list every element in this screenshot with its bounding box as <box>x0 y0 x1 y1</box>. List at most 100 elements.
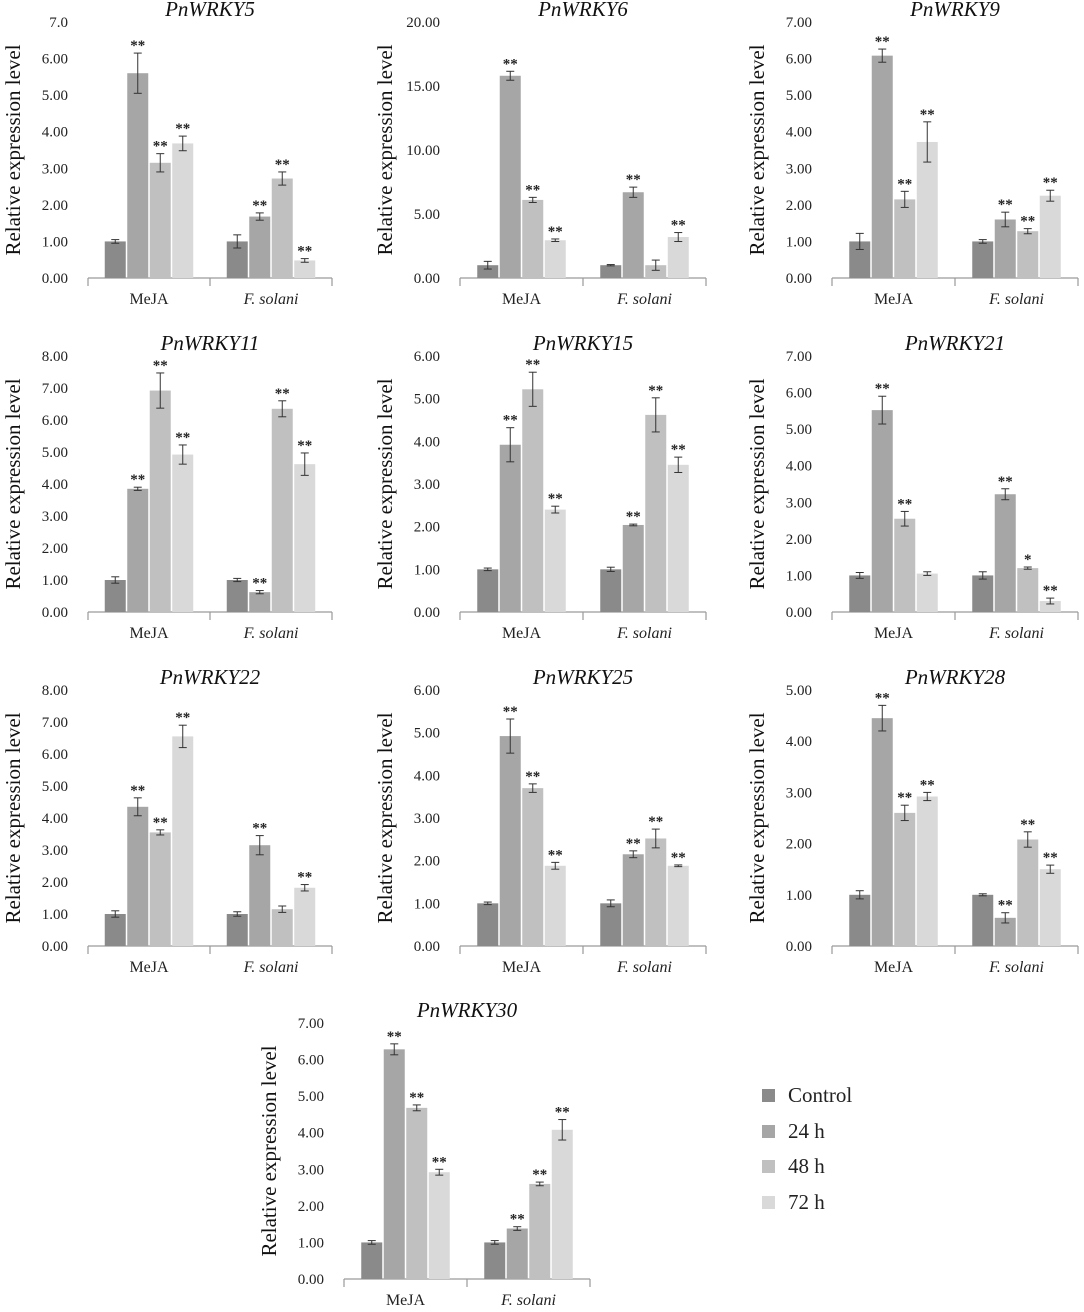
bar <box>916 796 938 946</box>
y-tick-label: 20.00 <box>406 15 440 31</box>
y-tick-label: 4.00 <box>786 734 812 750</box>
bar <box>226 914 248 946</box>
significance-label: ** <box>548 847 563 863</box>
y-tick-label: 4.00 <box>786 125 812 141</box>
significance-label: ** <box>130 472 145 488</box>
bar <box>871 718 893 946</box>
significance-label: ** <box>875 381 890 397</box>
bar <box>1039 601 1061 612</box>
significance-label: ** <box>130 783 145 799</box>
bar <box>294 464 316 612</box>
y-tick-label: 2.00 <box>42 875 68 891</box>
bar <box>544 865 566 946</box>
bar <box>127 73 149 278</box>
y-axis-title: Relative expression level <box>1 44 25 255</box>
y-tick-label: 6.00 <box>42 413 68 429</box>
y-tick-label: 0.00 <box>42 605 68 621</box>
x-category-label: MeJA <box>386 1292 426 1309</box>
y-tick-label: 7.00 <box>42 715 68 731</box>
chart-title: PnWRKY21 <box>904 331 1005 355</box>
significance-label: ** <box>175 430 190 446</box>
bar <box>622 854 644 946</box>
significance-label: ** <box>510 1212 525 1228</box>
x-category-label: MeJA <box>129 959 169 976</box>
significance-label: ** <box>252 198 267 214</box>
significance-label: ** <box>297 870 312 886</box>
y-tick-label: 4.00 <box>42 811 68 827</box>
y-tick-label: 5.00 <box>298 1089 324 1105</box>
significance-label: ** <box>1043 850 1058 866</box>
legend-label-24h: 24 h <box>788 1118 825 1143</box>
legend: Control 24 h 48 h 72 h <box>762 1078 962 1220</box>
x-category-label: MeJA <box>129 291 169 308</box>
x-category-label: MeJA <box>874 291 914 308</box>
y-tick-label: 8.00 <box>42 683 68 699</box>
x-category-label: MeJA <box>874 959 914 976</box>
bar <box>104 580 126 612</box>
bar <box>916 573 938 612</box>
significance-label: ** <box>626 836 641 852</box>
bar <box>249 216 271 278</box>
significance-label: ** <box>998 474 1013 490</box>
bar <box>294 887 316 946</box>
bar <box>645 838 667 946</box>
significance-label: ** <box>175 710 190 726</box>
significance-label: ** <box>525 182 540 198</box>
y-tick-label: 2.00 <box>414 854 440 870</box>
bar <box>544 240 566 278</box>
bar <box>149 162 171 278</box>
significance-label: ** <box>1020 214 1035 230</box>
bar <box>622 524 644 612</box>
bar <box>522 788 544 946</box>
y-tick-label: 5.00 <box>414 726 440 742</box>
bar <box>1039 195 1061 278</box>
legend-swatch-72h <box>762 1195 775 1209</box>
bar <box>894 518 916 612</box>
x-category-label: F. solani <box>616 291 672 308</box>
significance-label: ** <box>297 438 312 454</box>
x-category-label: F. solani <box>243 625 299 642</box>
significance-label: ** <box>648 814 663 830</box>
significance-label: ** <box>998 898 1013 914</box>
bar <box>271 909 293 946</box>
y-tick-label: 7.0 <box>49 15 68 31</box>
significance-label: ** <box>252 576 267 592</box>
y-axis-title: Relative expression level <box>373 44 397 255</box>
y-tick-label: 0.00 <box>298 1272 324 1288</box>
significance-label: ** <box>252 821 267 837</box>
bar <box>172 736 194 946</box>
significance-label: ** <box>503 704 518 720</box>
bar <box>428 1172 450 1279</box>
y-tick-label: 7.00 <box>786 349 812 365</box>
bar <box>484 1242 506 1279</box>
legend-label-72h: 72 h <box>788 1189 825 1214</box>
y-tick-label: 0.00 <box>786 271 812 287</box>
y-tick-label: 2.00 <box>42 198 68 214</box>
y-tick-label: 7.00 <box>298 1016 324 1032</box>
significance-label: ** <box>175 121 190 137</box>
y-tick-label: 3.00 <box>42 161 68 177</box>
bar <box>271 408 293 612</box>
y-tick-label: 3.00 <box>786 495 812 511</box>
x-category-label: MeJA <box>129 625 169 642</box>
y-tick-label: 2.00 <box>786 837 812 853</box>
legend-item-24h: 24 h <box>762 1114 962 1150</box>
y-tick-label: 0.00 <box>42 271 68 287</box>
chart-title: PnWRKY5 <box>164 0 255 21</box>
y-tick-label: 0.00 <box>42 939 68 955</box>
y-tick-label: 5.00 <box>42 445 68 461</box>
bar <box>1017 839 1039 946</box>
significance-label: ** <box>920 777 935 793</box>
significance-label: ** <box>897 176 912 192</box>
x-category-label: F. solani <box>988 625 1044 642</box>
chart-title: PnWRKY25 <box>532 665 633 689</box>
significance-label: ** <box>671 218 686 234</box>
bar <box>361 1242 383 1279</box>
legend-swatch-control <box>762 1089 775 1103</box>
y-tick-label: 5.00 <box>786 88 812 104</box>
legend-item-48h: 48 h <box>762 1149 962 1185</box>
x-category-label: F. solani <box>243 291 299 308</box>
significance-label: ** <box>626 509 641 525</box>
significance-label: ** <box>1043 583 1058 599</box>
bar <box>149 390 171 612</box>
